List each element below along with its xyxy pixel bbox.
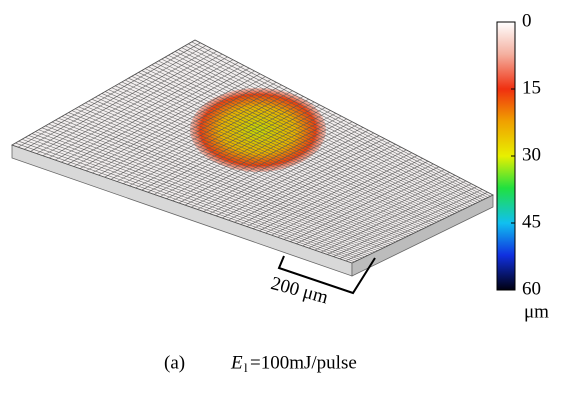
colorbar-unit: μm: [524, 301, 549, 322]
colorbar-tick-label: 45: [522, 211, 541, 232]
colorbar-tick-label: 0: [522, 10, 532, 31]
caption-symbol: E: [230, 352, 243, 373]
caption-subscript: l: [244, 360, 248, 375]
caption-text: =100mJ/pulse: [250, 352, 357, 373]
colorbar-tick-label: 60: [522, 278, 541, 299]
caption-label: (a): [164, 352, 185, 373]
surface-plate: [12, 40, 493, 276]
colorbar-tick-label: 30: [522, 144, 541, 165]
colorbar-tick-label: 15: [522, 77, 541, 98]
figure: 200 μm μm (a) E l =100mJ/pulse 0 15 30 45 60: [0, 0, 565, 394]
scale-bar-label: 200 μm: [269, 273, 331, 308]
